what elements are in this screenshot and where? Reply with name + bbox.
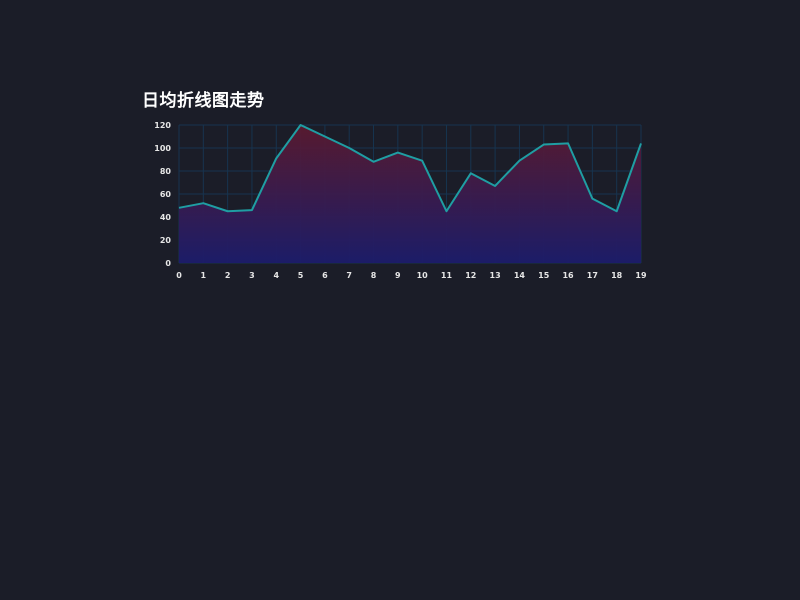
x-tick-label: 12 xyxy=(465,271,476,280)
y-tick-label: 20 xyxy=(160,236,172,245)
x-tick-label: 3 xyxy=(249,271,255,280)
chart-title: 日均折线图走势 xyxy=(142,91,265,111)
data-point xyxy=(640,142,642,144)
data-point xyxy=(275,157,277,159)
x-tick-label: 4 xyxy=(273,271,279,280)
data-point xyxy=(251,209,253,211)
data-point xyxy=(567,142,569,144)
x-tick-label: 11 xyxy=(441,271,453,280)
area-fill xyxy=(179,125,641,263)
data-point xyxy=(227,210,229,212)
x-tick-label: 2 xyxy=(225,271,231,280)
x-tick-label: 8 xyxy=(371,271,377,280)
data-point xyxy=(397,152,399,154)
y-tick-label: 40 xyxy=(160,213,172,222)
y-tick-label: 0 xyxy=(165,259,171,268)
x-tick-label: 7 xyxy=(346,271,352,280)
x-tick-label: 6 xyxy=(322,271,328,280)
data-point xyxy=(543,144,545,146)
y-tick-label: 60 xyxy=(160,190,172,199)
data-point xyxy=(324,136,326,138)
data-point xyxy=(373,161,375,163)
data-point xyxy=(421,160,423,162)
x-tick-label: 14 xyxy=(514,271,526,280)
x-tick-label: 9 xyxy=(395,271,401,280)
x-tick-label: 13 xyxy=(490,271,501,280)
data-point xyxy=(591,198,593,200)
area-fill-group xyxy=(179,125,641,263)
series-line xyxy=(178,124,642,213)
data-point xyxy=(518,160,520,162)
y-axis: 0 20 40 60 80 100 120 xyxy=(154,121,171,268)
y-tick-label: 80 xyxy=(160,167,172,176)
x-tick-label: 15 xyxy=(538,271,550,280)
data-point xyxy=(348,147,350,149)
data-point xyxy=(494,185,496,187)
data-point xyxy=(445,210,447,212)
x-tick-label: 18 xyxy=(611,271,623,280)
x-axis: 0 1 2 3 4 5 6 7 8 9 10 11 12 13 14 15 16 17 18 19 xyxy=(176,271,647,280)
x-tick-label: 0 xyxy=(176,271,182,280)
y-tick-label: 120 xyxy=(154,121,171,130)
x-tick-label: 16 xyxy=(562,271,574,280)
data-point xyxy=(616,210,618,212)
line-series-group xyxy=(178,124,642,213)
x-tick-label: 17 xyxy=(587,271,598,280)
x-tick-label: 19 xyxy=(635,271,647,280)
y-tick-label: 100 xyxy=(154,144,171,153)
data-point xyxy=(202,202,204,204)
x-tick-label: 5 xyxy=(298,271,304,280)
x-tick-label: 10 xyxy=(417,271,429,280)
data-point xyxy=(300,124,302,126)
data-point xyxy=(178,207,180,209)
data-point xyxy=(470,172,472,174)
x-tick-label: 1 xyxy=(201,271,207,280)
